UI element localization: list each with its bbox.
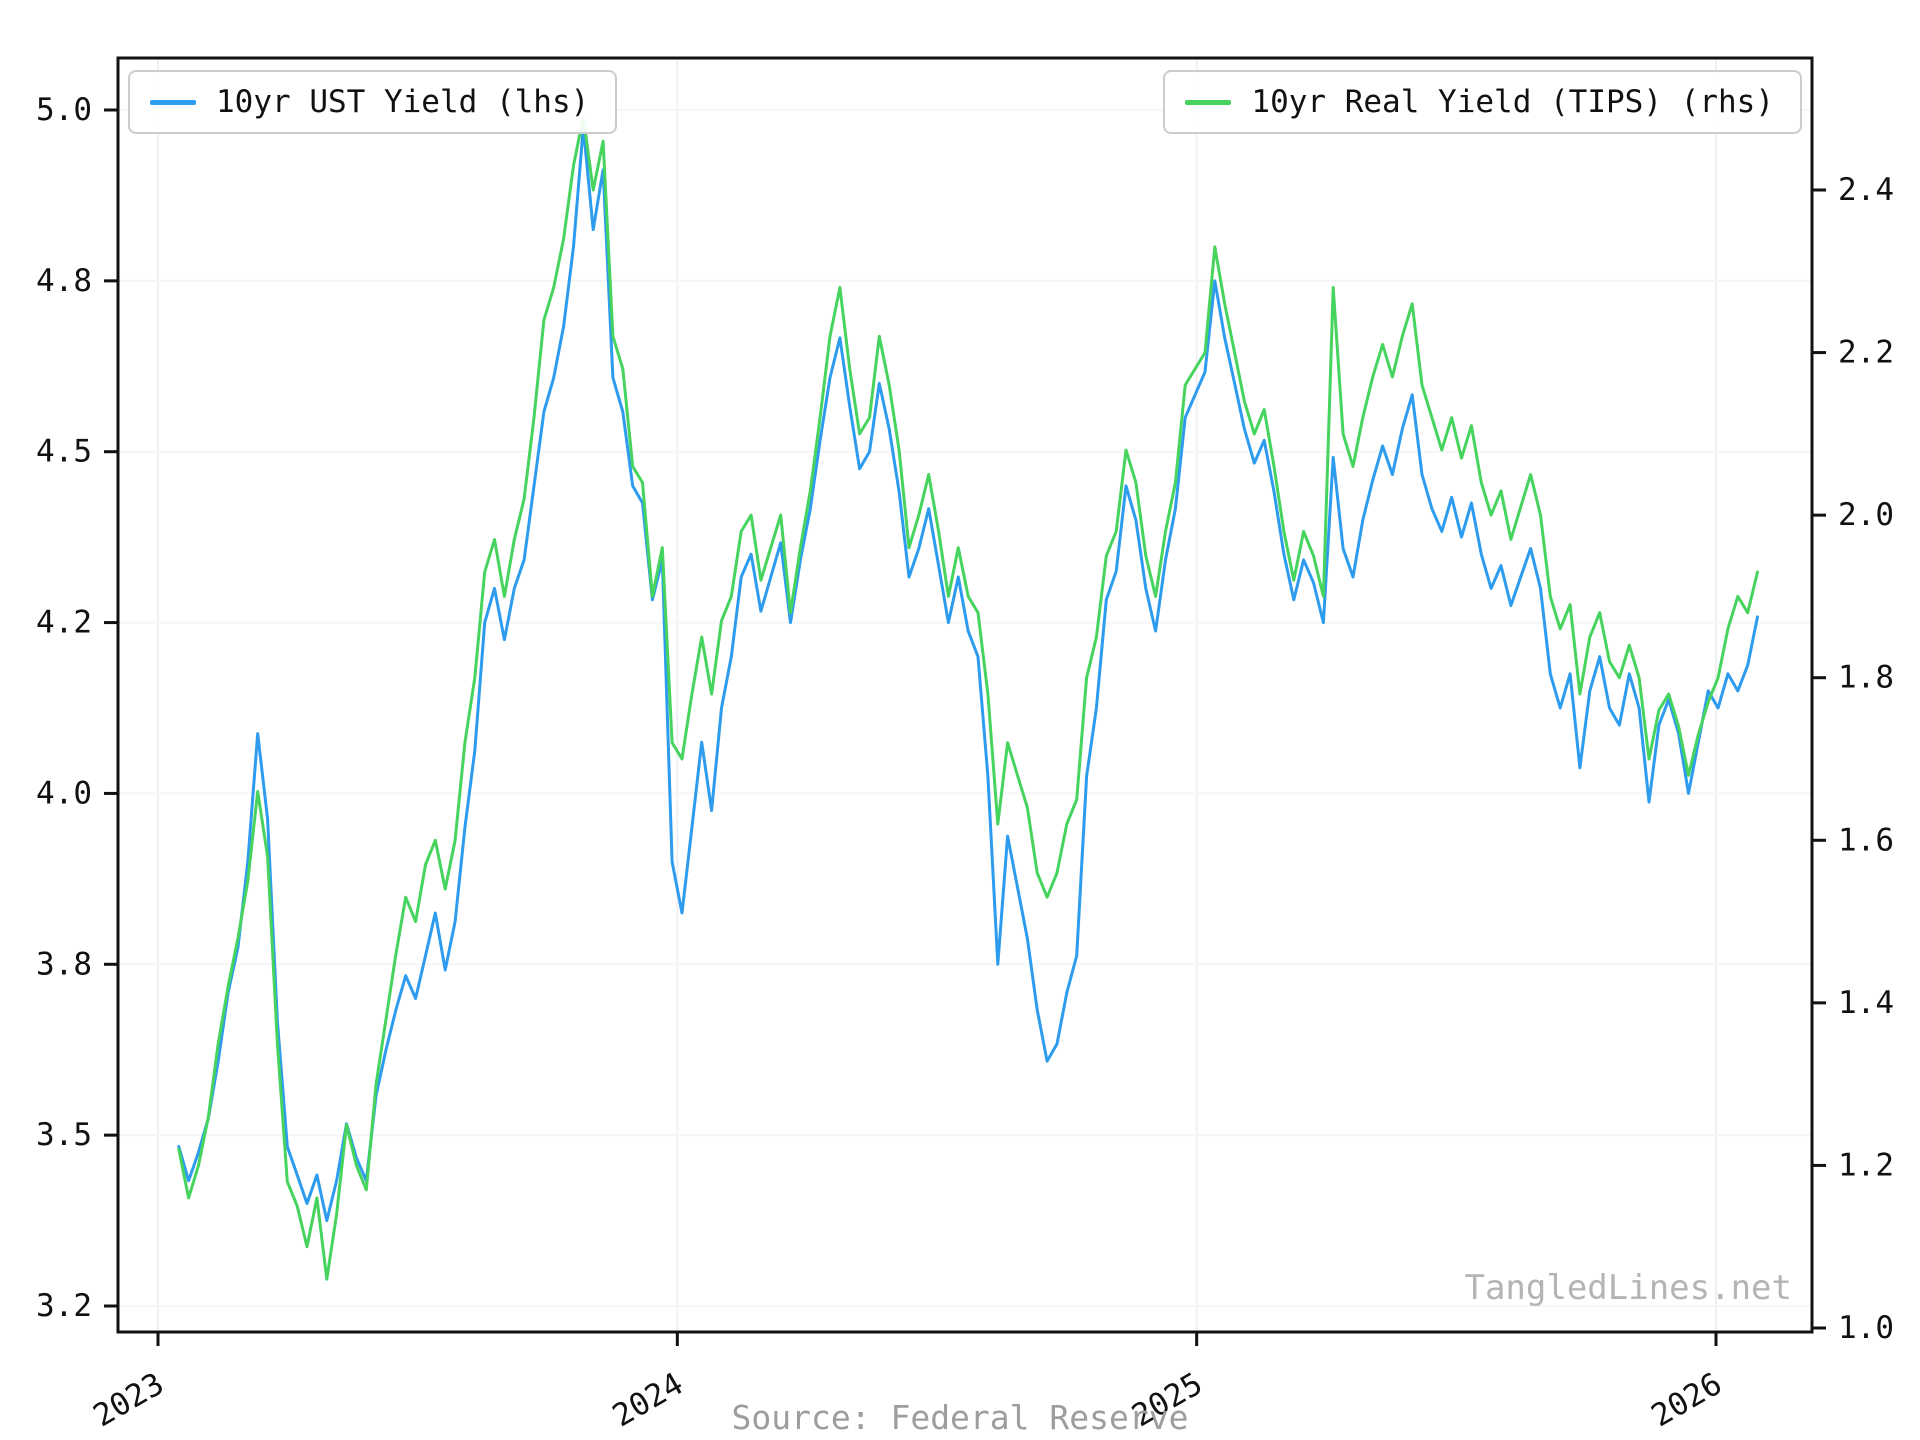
left-axis-tick-label: 5.0 (36, 92, 92, 128)
legend-ust: 10yr UST Yield (lhs) (128, 70, 618, 134)
source-caption: Source: Federal Reserve (731, 1398, 1189, 1437)
right-axis-tick-label: 1.6 (1838, 822, 1894, 858)
watermark: TangledLines.net (1464, 1268, 1792, 1308)
right-axis-tick-label: 1.2 (1838, 1147, 1894, 1183)
right-axis-tick-label: 1.8 (1838, 660, 1894, 696)
left-axis-tick-label: 3.8 (36, 946, 92, 982)
left-axis-tick-label: 4.0 (36, 775, 92, 811)
left-axis-tick-label: 4.8 (36, 263, 92, 299)
left-axis-tick-label: 3.2 (36, 1288, 92, 1324)
right-axis-tick-label: 1.4 (1838, 985, 1894, 1021)
legend-ust-label: 10yr UST Yield (lhs) (216, 84, 590, 120)
right-axis-tick-label: 2.2 (1838, 335, 1894, 371)
right-axis-tick-label: 2.0 (1838, 497, 1894, 533)
legend-tips: 10yr Real Yield (TIPS) (rhs) (1163, 70, 1802, 134)
legend-ust-line-swatch (150, 99, 196, 105)
right-axis-tick-label: 2.4 (1838, 172, 1894, 208)
series-line-tips (177, 115, 1759, 1281)
left-axis-tick-label: 4.2 (36, 605, 92, 641)
plot-spines (116, 56, 1814, 1334)
legend-tips-label: 10yr Real Yield (TIPS) (rhs) (1251, 84, 1774, 120)
left-axis-tick-label: 4.5 (36, 434, 92, 470)
series-line-ust (177, 125, 1759, 1223)
left-axis-tick-label: 3.5 (36, 1117, 92, 1153)
legend-tips-line-swatch (1185, 99, 1232, 105)
right-axis-tick-label: 1.0 (1838, 1310, 1894, 1346)
